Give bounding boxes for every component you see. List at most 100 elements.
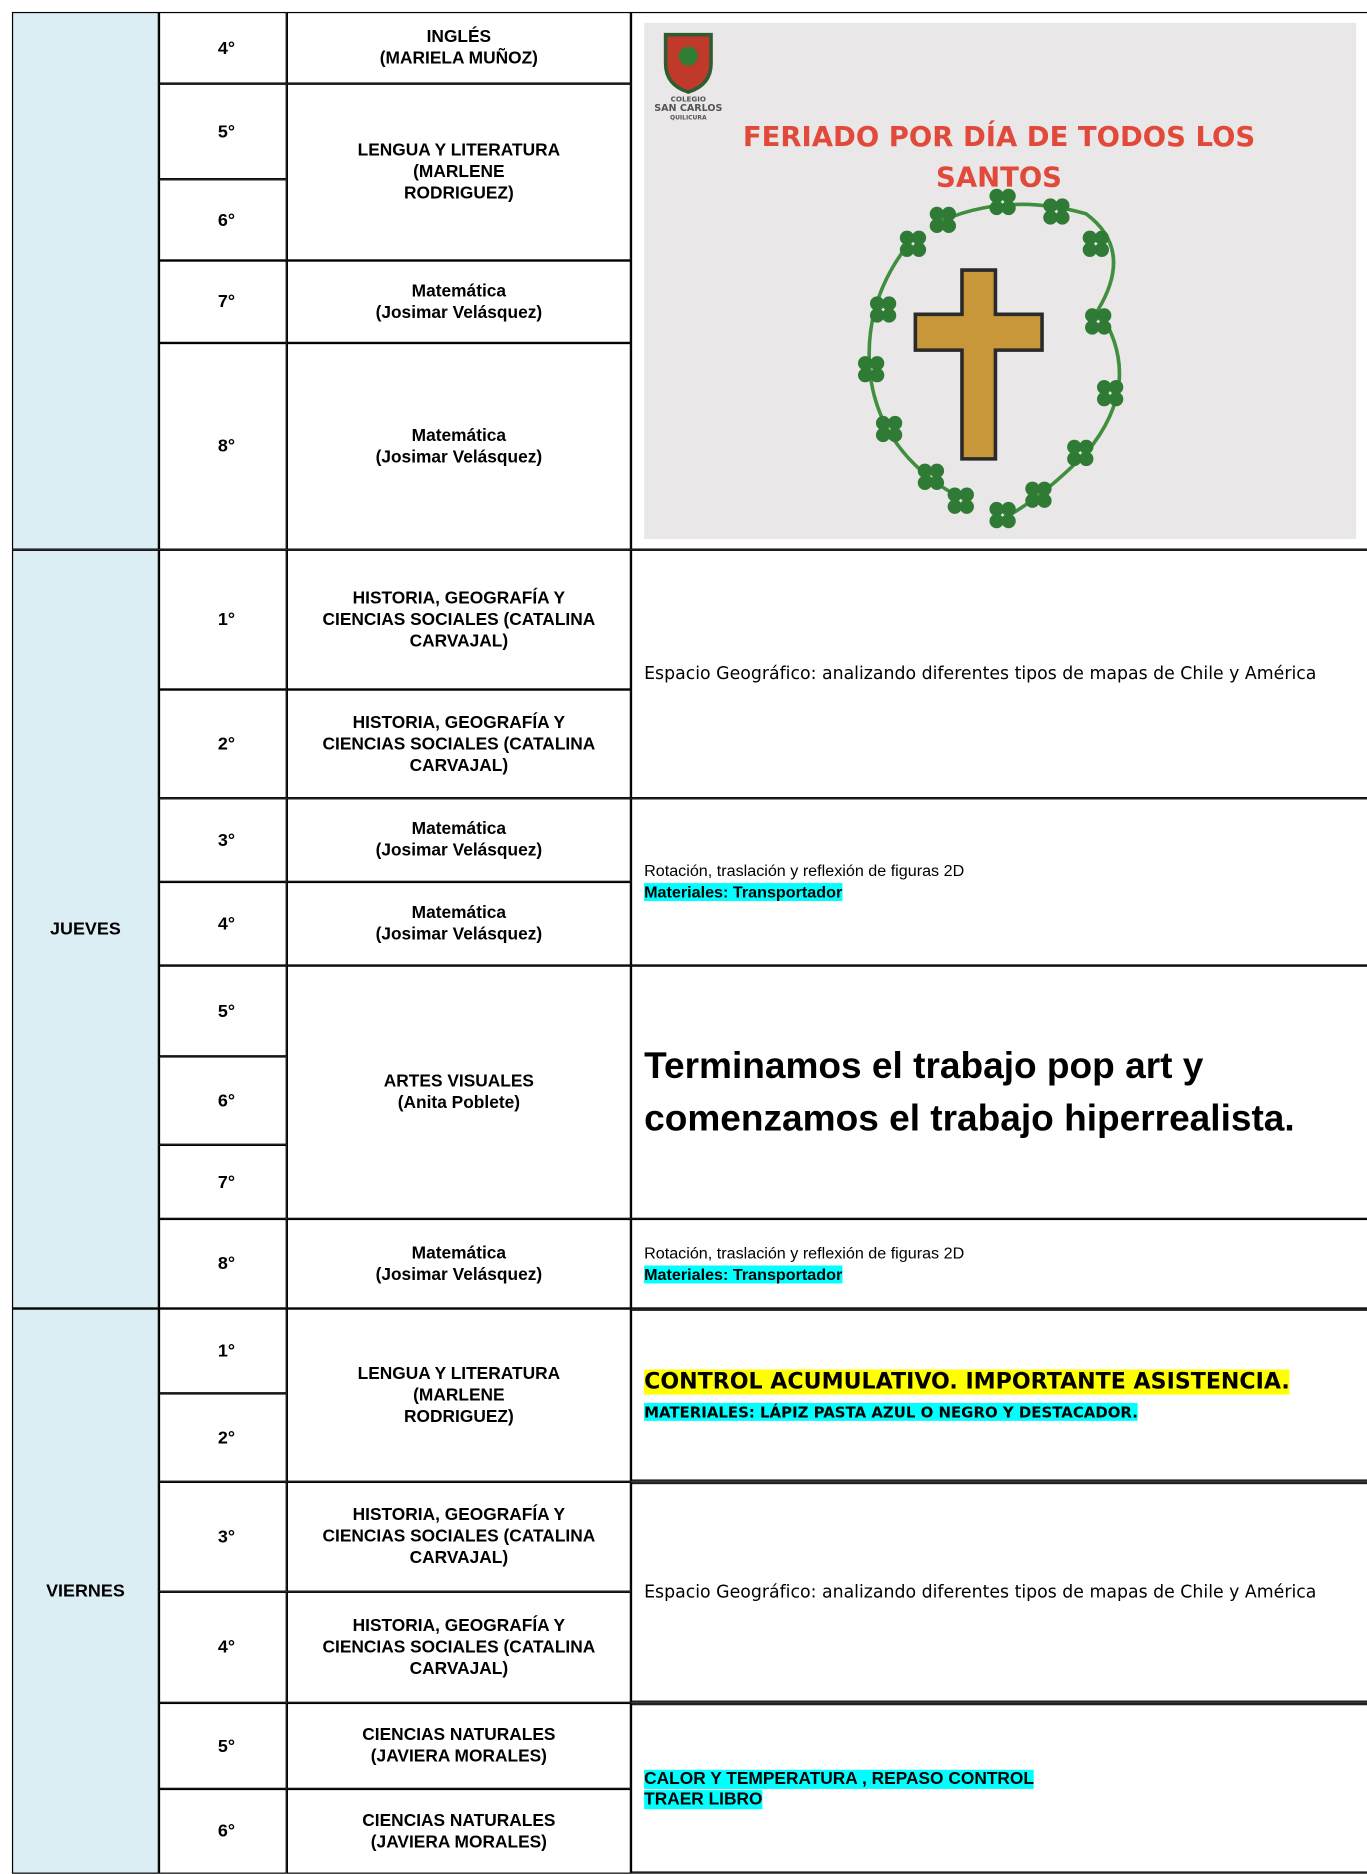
subject-line: CIENCIAS SOCIALES (CATALINA <box>322 610 596 630</box>
grade-label: 4° <box>217 913 236 934</box>
subject-line: (JAVIERA MORALES) <box>370 1747 547 1767</box>
clover-leaf <box>1055 210 1070 225</box>
content-cell: Espacio Geográfico: analizando diferente… <box>630 1481 1367 1703</box>
clover-leaf <box>869 368 885 383</box>
clover-leaf <box>858 368 873 383</box>
grade-label: 1° <box>217 1340 236 1362</box>
content-cell: Rotación, traslación y reflexión de figu… <box>630 798 1367 966</box>
subject-line: (Anita Poblete) <box>397 1093 521 1113</box>
subject-line: (Josimar Velásquez) <box>375 447 543 467</box>
cross <box>913 268 1044 461</box>
clover-leaf <box>989 513 1004 529</box>
clover-leaf <box>1108 380 1124 395</box>
logo-text: QUILICURA <box>670 115 707 122</box>
grade-cell: 6° <box>158 1788 287 1874</box>
content-cell: CALOR Y TEMPERATURA , REPASO CONTROL TRAE… <box>630 1702 1367 1874</box>
clover-leaf <box>1108 391 1124 407</box>
content-line: CALOR Y TEMPERATURA , REPASO CONTROL <box>644 1768 1367 1788</box>
clover-leaf <box>1094 230 1109 245</box>
clover-leaf <box>1001 188 1016 204</box>
content-cell: Rotación, traslación y reflexión de figu… <box>630 1218 1367 1309</box>
grade-label: 4° <box>217 37 236 58</box>
clover-leaf <box>1001 513 1016 529</box>
clover-leaf <box>869 296 885 311</box>
content-text: Materiales: Transportador <box>644 1264 843 1283</box>
content-text: Rotación, traslación y reflexión de figu… <box>644 1243 965 1262</box>
notice-title: SANTOS <box>936 161 1062 193</box>
content-text: Materiales: Transportador <box>644 883 843 902</box>
subject-line: CARVAJAL) <box>409 631 509 651</box>
grade-label: 5° <box>217 1735 236 1757</box>
subject-line: CIENCIAS SOCIALES (CATALINA <box>322 1527 596 1547</box>
subject-line: HISTORIA, GEOGRAFÍA Y <box>352 1505 566 1525</box>
grade-cell: 4° <box>158 881 287 966</box>
content-text: Espacio Geográfico: analizando diferente… <box>644 1582 1317 1602</box>
content-text: CALOR Y TEMPERATURA , REPASO CONTROL <box>644 1769 1034 1789</box>
clover-leaf <box>911 230 927 245</box>
subject-line: CIENCIAS SOCIALES (CATALINA <box>322 1637 596 1657</box>
clover-leaf <box>1067 451 1082 467</box>
clover-leaf <box>875 415 891 431</box>
content-line: Materiales: Transportador <box>644 1264 1367 1286</box>
logo-text: COLEGIO <box>671 95 706 104</box>
subject-line: Matemática <box>411 903 507 923</box>
clover-leaf <box>899 230 915 245</box>
notice-title: FERIADO POR DÍA DE TODOS LOS <box>743 119 1255 153</box>
content-line: CONTROL ACUMULATIVO. IMPORTANTE ASISTENC… <box>644 1368 1367 1394</box>
day-cell <box>11 11 159 550</box>
subject-cell: CIENCIAS NATURALES (JAVIERA MORALES) <box>286 1702 631 1789</box>
grade-label: 4° <box>217 1637 236 1658</box>
clover-leaf <box>959 499 974 514</box>
clover-leaf <box>1097 320 1112 335</box>
grade-cell: 7° <box>158 1144 287 1219</box>
logo-tree <box>678 46 698 66</box>
grade-cell: 3° <box>158 798 287 882</box>
vine <box>867 202 1122 521</box>
content-line: MATERIALES: LÁPIZ PASTA AZUL O NEGRO Y D… <box>644 1401 1367 1421</box>
clover-leaf <box>1037 481 1052 496</box>
grade-cell: 1° <box>158 549 287 690</box>
day-cell: VIERNES <box>11 1308 159 1874</box>
grade-label: 7° <box>217 291 236 312</box>
clover-leaf <box>1043 198 1058 213</box>
notice-cell: COLEGIO SAN CARLOS QUILICURA FERIADO POR DÍ… <box>630 11 1367 550</box>
content-text: CONTROL ACUMULATIVO. IMPORTANTE ASISTENC… <box>644 1368 1290 1394</box>
clover-leaf <box>1043 210 1058 225</box>
clover-leaf <box>1079 439 1094 455</box>
subject-line: CARVAJAL) <box>409 1548 509 1568</box>
grade-label: 3° <box>217 829 236 851</box>
grade-cell: 2° <box>158 1393 287 1482</box>
subject-cell: HISTORIA, GEOGRAFÍA Y CIENCIAS SOCIALES (… <box>286 549 631 690</box>
grade-cell: 3° <box>158 1481 287 1592</box>
clover-leaf <box>1025 481 1040 496</box>
clover-leaf <box>989 501 1004 517</box>
content-text: Rotación, traslación y reflexión de figu… <box>644 861 965 880</box>
clover-leaf <box>911 242 927 257</box>
grade-label: 7° <box>217 1171 236 1193</box>
subject-line: CIENCIAS NATURALES <box>362 1725 556 1745</box>
grade-label: 8° <box>217 1253 236 1274</box>
clover-leaf <box>941 218 957 234</box>
subject-cell: HISTORIA, GEOGRAFÍA Y CIENCIAS SOCIALES (… <box>286 689 631 799</box>
clover-leaf <box>947 487 962 502</box>
subject-line: CARVAJAL) <box>409 755 509 775</box>
subject-cell: LENGUA Y LITERATURA (MARLENE RODRIGUEZ) <box>286 1308 631 1482</box>
content-line: Espacio Geográfico: analizando diferente… <box>644 1580 1367 1604</box>
subject-line: LENGUA Y LITERATURA <box>357 141 561 161</box>
content-line: Espacio Geográfico: analizando diferente… <box>644 662 1367 686</box>
content-text: TRAER LIBRO <box>644 1789 763 1809</box>
grade-label: 1° <box>217 609 236 630</box>
clover-leaf <box>1001 501 1016 517</box>
grade-label: 3° <box>217 1526 236 1547</box>
grade-cell: 5° <box>158 83 287 180</box>
clover-leaf <box>929 218 945 234</box>
clover-leaf <box>1097 391 1112 407</box>
subject-line: CARVAJAL) <box>409 1659 509 1679</box>
subject-line: Matemática <box>411 426 507 446</box>
grade-cell: 4° <box>158 1591 287 1703</box>
subject-line: RODRIGUEZ) <box>404 184 514 204</box>
clover-leaf <box>959 487 974 502</box>
subject-line: (Josimar Velásquez) <box>375 924 543 945</box>
clover-leaf <box>1067 439 1082 455</box>
subject-line: Matemática <box>411 1243 507 1263</box>
